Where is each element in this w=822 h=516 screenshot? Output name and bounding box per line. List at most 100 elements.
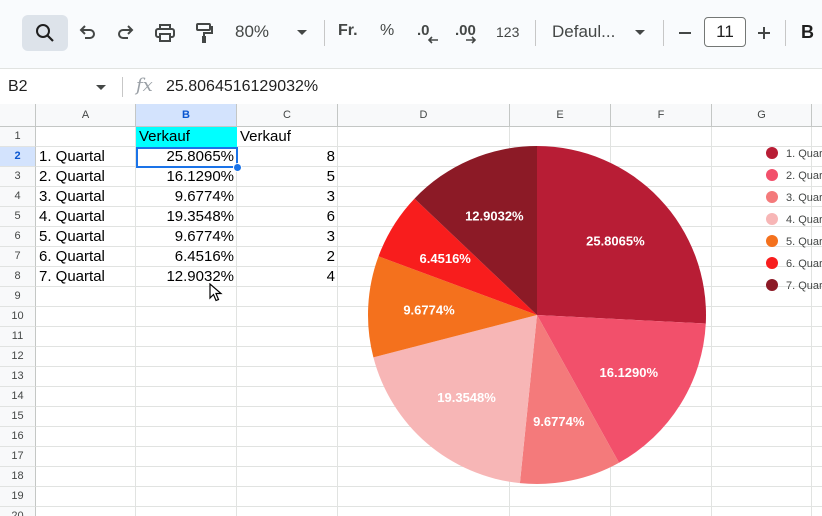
- decrease-font-size-button[interactable]: [675, 15, 695, 51]
- increase-font-size-button[interactable]: [754, 15, 774, 51]
- number-format-button[interactable]: 123: [496, 24, 520, 40]
- row-header-13[interactable]: 13: [0, 367, 36, 387]
- cursor-icon: [209, 283, 223, 302]
- row-header-5[interactable]: 5: [0, 207, 36, 227]
- redo-icon: [118, 25, 134, 39]
- cell-c5[interactable]: 6: [326, 208, 335, 225]
- cell-c1[interactable]: Verkauf: [240, 128, 291, 145]
- cell-a3[interactable]: 2. Quartal: [39, 168, 105, 185]
- cell-a7[interactable]: 6. Quartal: [39, 248, 105, 265]
- row-header-15[interactable]: 15: [0, 407, 36, 427]
- font-dropdown[interactable]: [632, 15, 648, 51]
- row-header-19[interactable]: 19: [0, 487, 36, 507]
- arrow-right-icon: [466, 36, 477, 44]
- cell-b8[interactable]: 12.9032%: [166, 268, 234, 285]
- pie-slice[interactable]: [373, 315, 537, 484]
- undo-button[interactable]: [74, 15, 100, 51]
- column-gridline: [337, 127, 338, 516]
- cell-b7[interactable]: 6.4516%: [174, 248, 234, 265]
- increase-decimals-button[interactable]: .00: [455, 22, 476, 39]
- cell-a2[interactable]: 1. Quartal: [39, 148, 105, 165]
- formula-bar-divider: [122, 77, 123, 97]
- decrease-decimals-button[interactable]: .0: [417, 22, 430, 39]
- row-header-7[interactable]: 7: [0, 247, 36, 267]
- row-header-3[interactable]: 3: [0, 167, 36, 187]
- pie-chart[interactable]: 25.8065% 16.1290% 9.6774% 19.3548% 9.6774% 6.…: [340, 128, 822, 516]
- row-header-11[interactable]: 11: [0, 327, 36, 347]
- cell-a6[interactable]: 5. Quartal: [39, 228, 105, 245]
- cell-b1[interactable]: Verkauf: [136, 127, 237, 147]
- column-header-c[interactable]: C: [237, 104, 338, 127]
- column-header-h[interactable]: [812, 104, 822, 127]
- cell-c2[interactable]: 8: [326, 148, 335, 165]
- row-header-2[interactable]: 2: [0, 147, 36, 167]
- name-box-dropdown[interactable]: [95, 77, 107, 102]
- column-header-d[interactable]: D: [338, 104, 510, 127]
- row-header-20[interactable]: 20: [0, 507, 36, 516]
- pie-slice[interactable]: [519, 315, 620, 484]
- font-select[interactable]: Defaul...: [552, 22, 616, 41]
- legend-label: 2. Quar: [786, 170, 822, 182]
- percent-format-button[interactable]: %: [380, 22, 395, 39]
- row-header-1[interactable]: 1: [0, 127, 36, 147]
- zoom-select[interactable]: 80%: [235, 22, 270, 41]
- row-header-10[interactable]: 10: [0, 307, 36, 327]
- pie-slice[interactable]: [368, 256, 537, 358]
- row-header-14[interactable]: 14: [0, 387, 36, 407]
- cell-c8[interactable]: 4: [326, 268, 335, 285]
- toolbar: 80% Fr. % .0 .00 123 Defaul... 11 B: [0, 0, 822, 68]
- pie-slice[interactable]: [537, 146, 706, 324]
- toolbar-divider: [535, 20, 536, 46]
- cell-b4[interactable]: 9.6774%: [174, 188, 234, 205]
- legend-label: 6. Quar: [786, 258, 822, 270]
- cell-b5[interactable]: 19.3548%: [166, 208, 234, 225]
- arrow-left-icon: [427, 36, 438, 44]
- row-header-6[interactable]: 6: [0, 227, 36, 247]
- name-box[interactable]: B2: [8, 78, 28, 95]
- pie-slice[interactable]: [414, 146, 537, 315]
- select-all-corner[interactable]: [0, 104, 36, 127]
- cell-c7[interactable]: 2: [326, 248, 335, 265]
- cell-c4[interactable]: 3: [326, 188, 335, 205]
- zoom-dropdown[interactable]: [294, 15, 310, 51]
- cell-a5[interactable]: 4. Quartal: [39, 208, 105, 225]
- paint-format-button[interactable]: [192, 15, 216, 51]
- fill-handle[interactable]: [233, 163, 242, 172]
- row-header-9[interactable]: 9: [0, 287, 36, 307]
- pie-slice[interactable]: [378, 198, 537, 315]
- row-header-12[interactable]: 12: [0, 347, 36, 367]
- pie-slice[interactable]: [537, 315, 706, 463]
- bold-button[interactable]: B: [801, 22, 814, 42]
- column-header-b[interactable]: B: [136, 104, 237, 127]
- font-size-input[interactable]: 11: [704, 17, 746, 47]
- slice-label: 9.6774%: [403, 303, 455, 318]
- row-gridline: [36, 446, 822, 447]
- row-header-8[interactable]: 8: [0, 267, 36, 287]
- column-header-f[interactable]: F: [611, 104, 712, 127]
- cell-b2[interactable]: 25.8065%: [166, 148, 234, 165]
- row-header-18[interactable]: 18: [0, 467, 36, 487]
- cell-c3[interactable]: 5: [326, 168, 335, 185]
- row-header-4[interactable]: 4: [0, 187, 36, 207]
- row-header-17[interactable]: 17: [0, 447, 36, 467]
- column-header-a[interactable]: A: [36, 104, 136, 127]
- legend-swatch: [766, 279, 778, 291]
- paint-format-icon: [196, 23, 213, 43]
- legend-label: 7. Quar: [786, 280, 822, 292]
- column-header-g[interactable]: G: [712, 104, 812, 127]
- cell-c6[interactable]: 3: [326, 228, 335, 245]
- slice-label: 25.8065%: [586, 233, 645, 248]
- cell-a8[interactable]: 7. Quartal: [39, 268, 105, 285]
- cell-a4[interactable]: 3. Quartal: [39, 188, 105, 205]
- cell-b3[interactable]: 16.1290%: [166, 168, 234, 185]
- chevron-down-icon: [635, 30, 645, 35]
- search-button[interactable]: [22, 15, 68, 51]
- currency-format-button[interactable]: Fr.: [338, 22, 358, 39]
- print-button[interactable]: [152, 15, 178, 51]
- formula-input[interactable]: 25.8064516129032%: [166, 78, 319, 95]
- cell-b6[interactable]: 9.6774%: [174, 228, 234, 245]
- redo-button[interactable]: [113, 15, 139, 51]
- column-header-e[interactable]: E: [510, 104, 611, 127]
- row-header-16[interactable]: 16: [0, 427, 36, 447]
